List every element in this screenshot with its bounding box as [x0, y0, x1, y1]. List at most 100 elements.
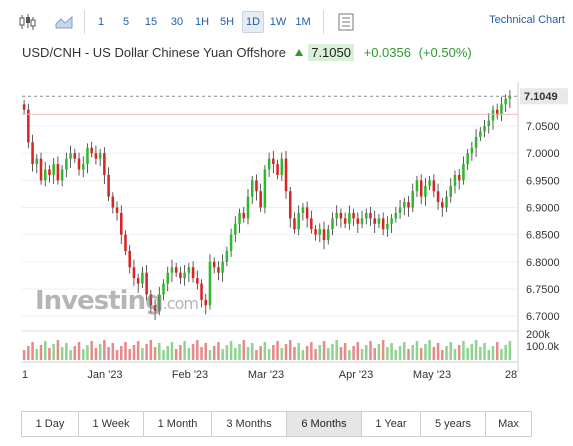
volume-bar — [411, 345, 414, 360]
candle-body — [314, 229, 317, 235]
instrument-title: USD/CNH - US Dollar Chinese Yuan Offshor… — [22, 45, 286, 61]
price-change: +0.0356 — [363, 45, 411, 61]
chart-toolbar: 1 5 15 30 1H 5H 1D 1W 1M Technical Chart — [0, 0, 573, 42]
candle-body — [403, 202, 406, 208]
volume-bar — [504, 345, 507, 360]
candle-body — [187, 267, 191, 273]
volume-bar — [394, 350, 398, 360]
volume-bar — [343, 343, 347, 360]
volume-bar — [179, 345, 182, 360]
volume-bar — [403, 342, 406, 360]
interval-30[interactable]: 30 — [170, 16, 184, 28]
candle-body — [436, 191, 440, 203]
volume-bar — [60, 347, 64, 360]
volume-bar — [162, 350, 165, 360]
current-price-tag — [520, 88, 568, 105]
area-chart-icon[interactable] — [55, 14, 73, 30]
candle-body — [466, 153, 469, 165]
candle-body — [453, 174, 457, 186]
candle-body — [483, 126, 486, 132]
volume-bar — [348, 350, 351, 360]
x-tick-label: May '23 — [413, 369, 451, 381]
interval-1d[interactable]: 1D — [242, 11, 264, 33]
period-1-week[interactable]: 1 Week — [79, 412, 144, 436]
volume-bar — [225, 345, 229, 360]
volume-bar — [124, 342, 127, 360]
candle-body — [365, 212, 368, 219]
volume-bar — [212, 346, 216, 360]
technical-chart-link[interactable]: Technical Chart — [489, 14, 565, 26]
candlestick-icon[interactable] — [18, 13, 36, 31]
period-1-year[interactable]: 1 Year — [362, 412, 421, 436]
period-max[interactable]: Max — [486, 412, 531, 436]
candle-body — [343, 218, 347, 224]
volume-bar — [200, 347, 203, 360]
current-price-label: 7.1049 — [524, 91, 558, 103]
volume-bar — [508, 341, 512, 360]
volume-bar — [255, 350, 258, 360]
period-5-years[interactable]: 5 years — [421, 412, 486, 436]
candle-body — [166, 272, 169, 284]
candle-body — [377, 218, 381, 224]
candle-body — [390, 218, 393, 224]
candle-body — [107, 174, 110, 197]
price-chart[interactable]: 7.0500 7.0000 6.9500 6.9000 6.8500 6.8000 6.75… — [0, 82, 573, 382]
interval-15[interactable]: 15 — [144, 16, 158, 28]
x-tick-label: Mar '23 — [248, 369, 284, 381]
candle-body — [259, 191, 262, 208]
interval-1h[interactable]: 1H — [194, 16, 210, 28]
candle-body — [457, 174, 461, 181]
toolbar-separator — [323, 10, 324, 34]
candle-body — [462, 164, 465, 181]
investing-watermark: Investing.com — [35, 286, 199, 316]
candle-body — [128, 250, 131, 268]
interval-1w[interactable]: 1W — [269, 16, 287, 28]
candle-body — [373, 218, 376, 224]
volume-bar — [145, 344, 148, 360]
candle-body — [73, 153, 77, 159]
interval-1[interactable]: 1 — [97, 16, 105, 28]
volume-bar — [288, 340, 292, 360]
volume-bar — [339, 347, 343, 360]
candle-body — [234, 223, 237, 235]
candle-body — [284, 158, 288, 192]
volume-bar — [52, 344, 55, 360]
y-tick-label: 6.8500 — [526, 230, 560, 242]
volume-bar — [479, 347, 482, 360]
candle-body — [27, 109, 30, 143]
interval-1m[interactable]: 1M — [295, 16, 311, 28]
volume-bar — [35, 349, 39, 360]
volume-bar — [415, 341, 419, 360]
volume-bar — [407, 349, 410, 360]
candle-body — [98, 153, 102, 159]
candle-body — [322, 229, 326, 241]
indicators-icon[interactable] — [338, 13, 354, 31]
interval-5[interactable]: 5 — [122, 16, 130, 28]
candle-body — [272, 158, 275, 165]
candle-body — [495, 109, 499, 116]
candle-body — [242, 212, 246, 219]
volume-bar — [377, 344, 381, 360]
candle-body — [500, 104, 503, 116]
period-1-day[interactable]: 1 Day — [22, 412, 79, 436]
period-6-months[interactable]: 6 Months — [287, 412, 362, 436]
y-tick-label: 6.8000 — [526, 257, 560, 269]
chart-canvas[interactable]: 7.0500 7.0000 6.9500 6.9000 6.8500 6.8000 6.75… — [0, 82, 573, 382]
volume-bar — [174, 349, 178, 360]
period-selector: 1 Day 1 Week 1 Month 3 Months 6 Months 1… — [21, 411, 532, 437]
volume-bar — [246, 347, 250, 360]
candle-body — [191, 267, 195, 279]
volume-bar — [263, 342, 267, 360]
period-3-months[interactable]: 3 Months — [212, 412, 287, 436]
interval-5h[interactable]: 5H — [219, 16, 235, 28]
price-change-percent: (+0.50%) — [418, 45, 472, 61]
y-tick-label: 6.7500 — [526, 284, 560, 296]
y-tick-label: 6.9500 — [526, 175, 560, 187]
volume-bar — [221, 349, 224, 360]
volume-bar — [136, 341, 140, 360]
candle-body — [326, 229, 330, 241]
volume-bar — [90, 341, 93, 360]
period-1-month[interactable]: 1 Month — [144, 412, 212, 436]
candle-body — [432, 180, 436, 192]
candle-body — [22, 104, 26, 110]
